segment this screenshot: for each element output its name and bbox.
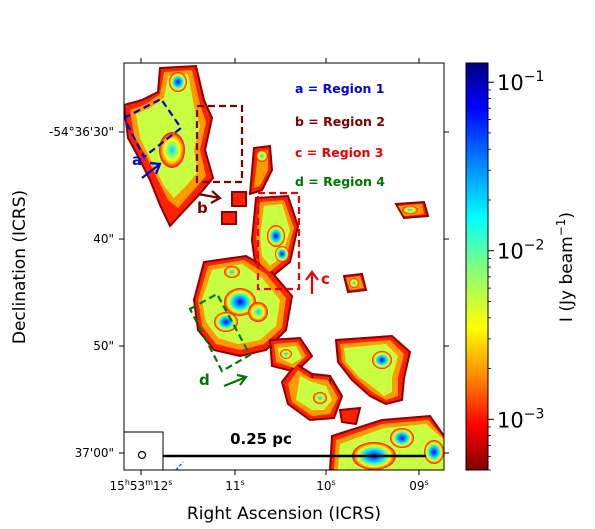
y-tick-label: -54°36'30" (49, 125, 114, 139)
region-a-label: a (132, 151, 142, 169)
region-d-box (188, 292, 252, 373)
colorbar-tick-label: 10−1 (497, 69, 544, 95)
region-d-label: d (199, 371, 210, 389)
colorbar-label: I (Jy beam−1) (554, 212, 577, 322)
x-tick-label: 15h53m12s (110, 478, 173, 493)
emission-map (124, 63, 444, 470)
region-b-arrow (197, 190, 222, 204)
x-tick-label: 10s (316, 478, 335, 493)
scale-bar-label: 0.25 pc (230, 430, 292, 448)
region-a-box (124, 97, 183, 159)
x-axis-label: Right Ascension (ICRS) (187, 504, 381, 524)
region-d-arrow (223, 373, 248, 388)
beam-box (124, 431, 164, 470)
region-b-label: b (197, 199, 208, 217)
beam-ellipse (137, 450, 147, 460)
colorbar (465, 62, 494, 471)
x-tick-label: 09s (409, 478, 428, 493)
colorbar-tick-label: 10−2 (497, 238, 544, 264)
legend-entry: a = Region 1 (295, 81, 384, 96)
legend-entry: b = Region 2 (295, 114, 385, 129)
y-axis-label: Declination (ICRS) (10, 190, 30, 344)
axis-ticks (119, 58, 449, 475)
legend-entry: d = Region 4 (295, 174, 385, 189)
y-tick-label: 37'00" (75, 446, 114, 460)
colorbar-tick-label: 10−3 (497, 406, 544, 432)
region-c-box (256, 191, 301, 291)
legend-entry: c = Region 3 (295, 145, 383, 160)
region-c-label: c (321, 270, 330, 288)
y-tick-label: 50" (93, 339, 114, 353)
y-tick-label: 40" (93, 232, 114, 246)
region-b-box (195, 104, 244, 184)
x-tick-label: 11s (225, 478, 244, 493)
plot-frame (123, 62, 445, 471)
region-c-arrow (305, 270, 319, 294)
region-a-arrow (141, 161, 162, 179)
